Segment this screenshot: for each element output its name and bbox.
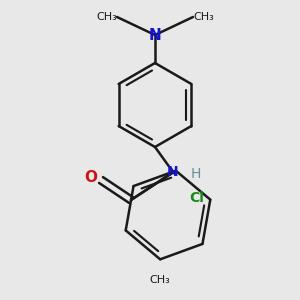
Text: H: H xyxy=(191,167,201,181)
Text: CH₃: CH₃ xyxy=(193,12,214,22)
Text: Cl: Cl xyxy=(189,190,204,205)
Text: CH₃: CH₃ xyxy=(96,12,117,22)
Text: CH₃: CH₃ xyxy=(150,275,171,285)
Text: N: N xyxy=(167,165,179,179)
Text: N: N xyxy=(148,28,161,43)
Text: O: O xyxy=(84,170,97,185)
